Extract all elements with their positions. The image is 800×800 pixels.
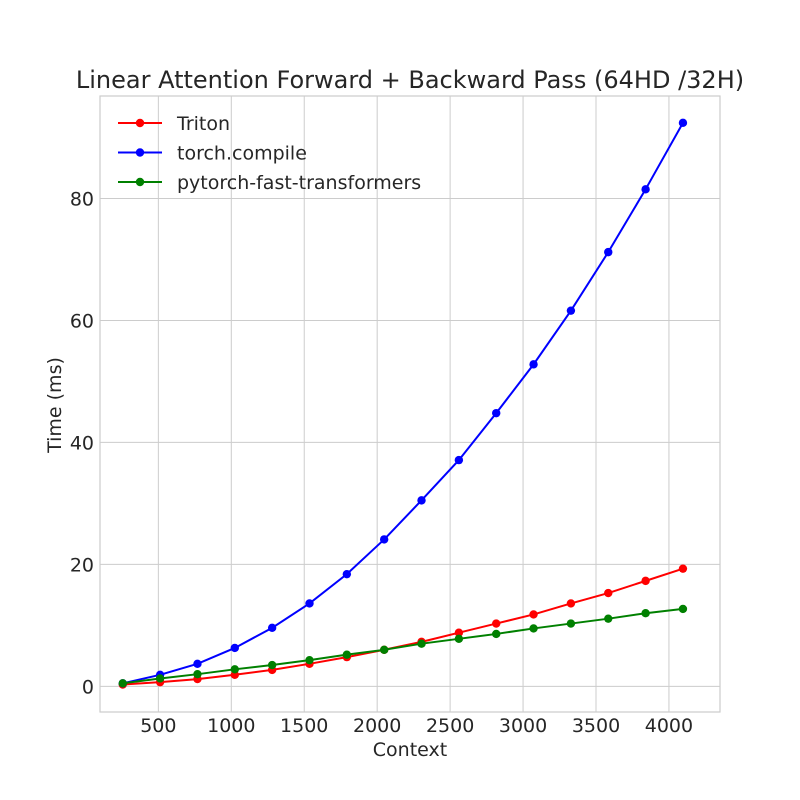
series-line <box>122 607 684 685</box>
x-tick-label: 2500 <box>426 715 474 737</box>
data-point <box>193 669 202 679</box>
data-point <box>379 535 389 544</box>
data-point <box>641 608 650 618</box>
x-tick-label: 4000 <box>645 715 693 737</box>
legend-item: pytorch-fast-transformers <box>118 172 421 194</box>
data-point <box>118 679 127 688</box>
data-point <box>379 645 389 654</box>
data-point <box>604 588 613 598</box>
legend-marker <box>135 177 145 187</box>
data-point <box>230 643 239 653</box>
series-2 <box>118 604 688 688</box>
data-point <box>305 599 314 608</box>
data-point <box>529 360 538 369</box>
x-axis-label: Context <box>373 739 447 761</box>
y-tick-label: 80 <box>70 188 94 210</box>
x-tick-label: 500 <box>140 715 176 737</box>
data-point <box>492 408 501 418</box>
x-tick-labels: 500 1000 1500 2000 2500 3000 3500 4000 <box>140 715 693 737</box>
data-point <box>566 306 576 315</box>
data-point <box>529 610 538 619</box>
data-point <box>155 674 165 683</box>
data-point <box>492 629 501 639</box>
data-point <box>305 655 314 665</box>
data-point <box>566 599 576 608</box>
data-point <box>454 628 464 637</box>
data-point <box>342 650 352 659</box>
x-tick-label: 3000 <box>499 715 547 737</box>
legend-item: Triton <box>118 113 230 135</box>
data-point <box>267 623 277 633</box>
data-point <box>417 639 426 648</box>
x-tick-label: 1500 <box>280 715 328 737</box>
legend: Triton torch.compile pytorch-fast-transfor… <box>118 113 421 194</box>
data-point <box>267 660 277 670</box>
data-point <box>566 619 576 628</box>
data-point <box>529 624 538 633</box>
chart-title: Linear Attention Forward + Backward Pass… <box>76 66 744 94</box>
legend-label: pytorch-fast-transformers <box>177 172 421 194</box>
data-point <box>641 576 650 586</box>
legend-item: torch.compile <box>118 143 307 165</box>
y-tick-label: 0 <box>82 676 94 698</box>
data-point <box>604 614 613 623</box>
x-tick-label: 1000 <box>207 715 255 737</box>
y-axis-label: Time (ms) <box>44 357 66 454</box>
grid-lines <box>100 96 720 712</box>
data-point <box>678 564 688 573</box>
plot-frame <box>99 95 721 713</box>
data-point <box>454 634 464 644</box>
x-tick-label: 3500 <box>572 715 620 737</box>
legend-marker <box>135 118 145 128</box>
y-tick-label: 40 <box>70 432 94 454</box>
data-point <box>604 247 613 257</box>
data-point <box>342 569 352 579</box>
data-point <box>492 619 501 628</box>
y-tick-label: 20 <box>70 554 94 576</box>
data-point <box>230 665 239 674</box>
data-point <box>193 659 202 669</box>
legend-label: Triton <box>176 113 230 135</box>
data-point <box>678 604 688 614</box>
legend-marker <box>135 148 145 157</box>
y-tick-label: 60 <box>70 310 94 332</box>
x-tick-label: 2000 <box>353 715 401 737</box>
data-point <box>641 185 650 194</box>
series-line <box>122 122 684 685</box>
data-point <box>454 455 464 465</box>
y-tick-labels: 0 20 40 60 80 <box>70 188 94 698</box>
legend-label: torch.compile <box>177 143 307 165</box>
data-point <box>417 496 426 505</box>
series-layer <box>118 118 688 689</box>
data-point <box>678 118 688 128</box>
